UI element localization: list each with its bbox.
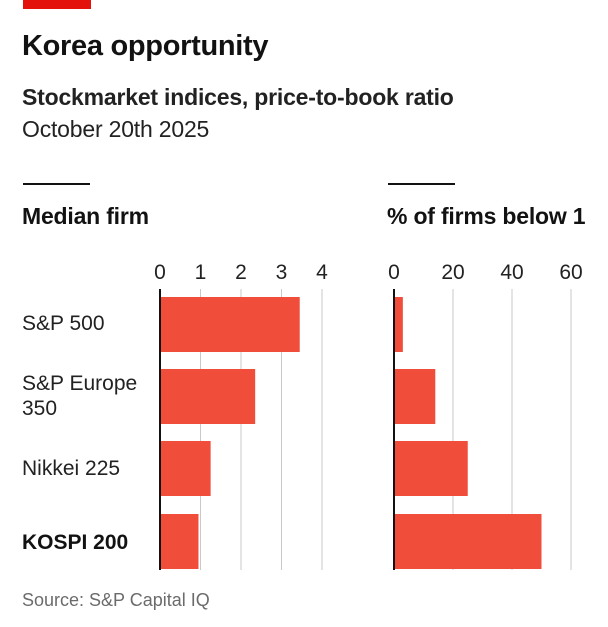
bar-median-0: [160, 297, 300, 352]
bar-median-1: [160, 369, 256, 424]
tick-label-pct-below-1-0: 0: [388, 261, 400, 284]
brand-accent-bar: [23, 0, 91, 9]
left-panel-rule: [23, 183, 90, 185]
tick-label-median-1: 1: [195, 261, 207, 284]
right-panel-title: % of firms below 1: [387, 203, 586, 229]
bar-pct-below-1-0: [394, 297, 403, 352]
row-label-nikkei-225: Nikkei 225: [22, 457, 121, 480]
tick-label-median-0: 0: [154, 261, 166, 284]
row-label-sp-europe-350: S&P Europe 350: [22, 372, 138, 420]
chart-subtitle: Stockmarket indices, price-to-book ratio: [22, 84, 454, 110]
bar-median-3: [160, 514, 199, 569]
chart-title: Korea opportunity: [22, 30, 269, 62]
row-label-kospi-200: KOSPI 200: [22, 531, 129, 554]
tick-label-median-3: 3: [276, 261, 288, 284]
tick-label-pct-below-1-40: 40: [500, 261, 523, 284]
tick-label-pct-below-1-60: 60: [559, 261, 582, 284]
bar-pct-below-1-3: [394, 514, 542, 569]
chart-date: October 20th 2025: [22, 116, 210, 142]
bar-pct-below-1-1: [394, 369, 436, 424]
bar-median-2: [160, 441, 211, 496]
left-panel-title: Median firm: [22, 203, 149, 229]
row-label-sp500: S&P 500: [22, 312, 105, 335]
bar-pct-below-1-2: [394, 441, 468, 496]
tick-label-median-2: 2: [235, 261, 247, 284]
right-panel-rule: [388, 183, 455, 185]
tick-label-median-4: 4: [316, 261, 328, 284]
source-note: Source: S&P Capital IQ: [22, 590, 210, 610]
tick-label-pct-below-1-20: 20: [441, 261, 464, 284]
